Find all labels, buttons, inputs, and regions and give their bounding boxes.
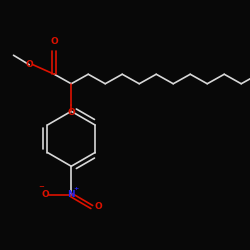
Text: O: O: [41, 190, 49, 200]
Text: O: O: [95, 202, 102, 211]
Text: O: O: [68, 108, 75, 118]
Text: O: O: [25, 60, 33, 69]
Text: −: −: [38, 184, 44, 190]
Text: N: N: [68, 190, 75, 200]
Text: +: +: [73, 186, 78, 191]
Text: O: O: [50, 37, 58, 46]
